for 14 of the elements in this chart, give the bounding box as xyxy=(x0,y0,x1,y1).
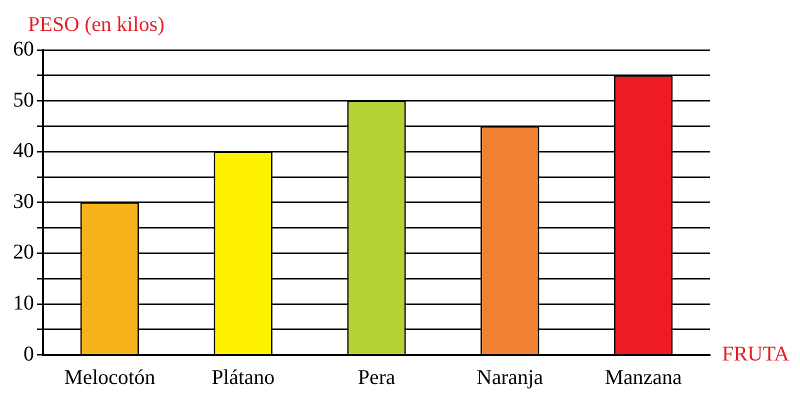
y-tick-label: 0 xyxy=(24,341,34,366)
y-tick-label: 20 xyxy=(13,240,34,264)
x-tick-label: Melocotón xyxy=(64,364,156,389)
y-tick-label: 40 xyxy=(13,138,34,162)
y-tick-label: 30 xyxy=(13,188,34,213)
y-axis-title: PESO (en kilos) xyxy=(28,12,165,36)
x-tick-label: Pera xyxy=(358,364,396,389)
x-tick-label: Naranja xyxy=(476,364,544,389)
x-axis-title: FRUTA xyxy=(722,341,790,366)
x-tick-label: Plátano xyxy=(212,364,275,389)
y-tick-label: 60 xyxy=(13,36,34,61)
y-tick-label: 10 xyxy=(13,290,34,315)
x-tick-label: Manzana xyxy=(604,364,682,389)
y-tick-label: 50 xyxy=(13,87,34,112)
